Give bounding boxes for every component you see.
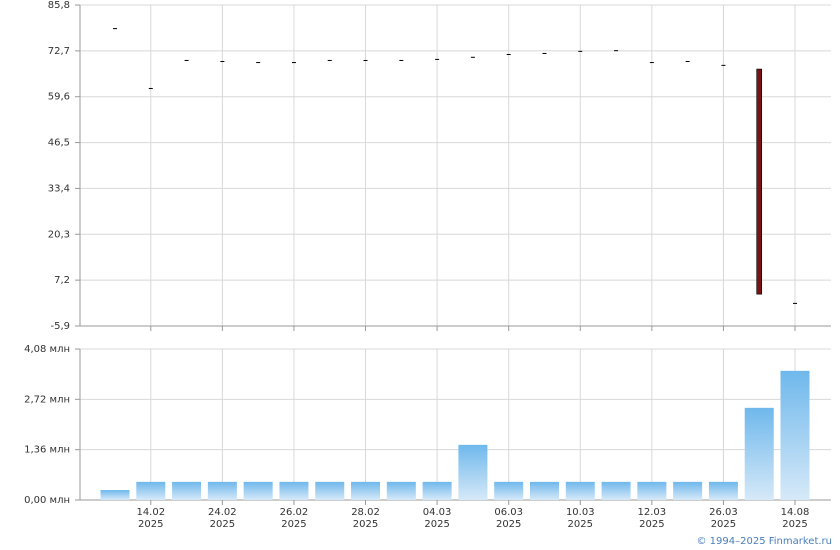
candle	[542, 52, 547, 54]
volume-bar	[243, 481, 273, 500]
volume-bar	[601, 481, 631, 500]
volume-bar	[565, 481, 595, 500]
candle	[256, 62, 261, 64]
y-tick-label: 4,08 млн	[24, 344, 70, 355]
y-tick-label: 7,2	[54, 275, 70, 286]
y-tick-label: 1,36 млн	[24, 445, 70, 456]
x-tick-label: 26.03 2025	[709, 507, 738, 530]
volume-bar	[386, 481, 416, 500]
volume-bar	[708, 481, 738, 500]
candle	[649, 62, 654, 64]
candle	[184, 59, 189, 61]
volume-bar	[136, 481, 166, 500]
y-tick-label: -5,9	[50, 321, 70, 332]
candle	[721, 64, 726, 66]
x-tick-label: 10.03 2025	[565, 507, 595, 530]
candle	[435, 58, 440, 60]
candle	[148, 87, 153, 89]
volume-bar	[315, 481, 345, 500]
candle	[756, 68, 763, 295]
volume-bar	[207, 481, 237, 500]
candle	[614, 50, 619, 52]
x-tick-label: 12.03 2025	[637, 507, 667, 530]
x-tick-label: 06.03 2025	[494, 507, 523, 530]
volume-bar	[351, 481, 381, 500]
volume-bar	[673, 481, 703, 500]
volume-bar	[458, 444, 488, 500]
y-tick-label: 85,8	[48, 0, 70, 11]
x-tick-label: 04.03 2025	[422, 507, 452, 530]
x-tick-label: 26.02 2025	[279, 507, 309, 530]
candle	[685, 61, 690, 63]
y-tick-label: 46,5	[48, 138, 70, 149]
volume-bar	[529, 481, 559, 500]
volume-bar	[637, 481, 667, 500]
y-tick-label: 72,7	[48, 46, 70, 57]
volume-bar	[494, 481, 524, 500]
volume-bar	[100, 490, 130, 500]
candle	[327, 59, 332, 61]
candle	[220, 61, 225, 63]
y-tick-label: 20,3	[48, 229, 70, 240]
candle	[506, 54, 511, 56]
volume-bar	[780, 370, 810, 500]
copyright: © 1994–2025 Finmarket.ru	[696, 536, 832, 547]
volume-bar	[422, 481, 452, 500]
x-tick-label: 24.02 2025	[208, 507, 237, 530]
y-tick-label: 33,4	[48, 183, 70, 194]
candle	[399, 59, 404, 61]
candle	[291, 62, 296, 64]
candle	[363, 59, 368, 61]
x-tick-label: 14.08 2025	[780, 507, 810, 530]
volume-bar	[744, 407, 774, 500]
volume-bar	[279, 481, 309, 500]
y-tick-label: 59,6	[48, 92, 70, 103]
candle	[113, 28, 117, 30]
x-tick-label: 14.02 2025	[136, 507, 166, 530]
y-tick-label: 0,00 млн	[24, 495, 70, 506]
y-tick-label: 2,72 млн	[24, 394, 70, 405]
candle	[578, 50, 583, 52]
volume-bar	[172, 481, 202, 500]
candle	[470, 56, 475, 58]
candle	[793, 302, 798, 304]
x-tick-label: 28.02 2025	[351, 507, 380, 530]
